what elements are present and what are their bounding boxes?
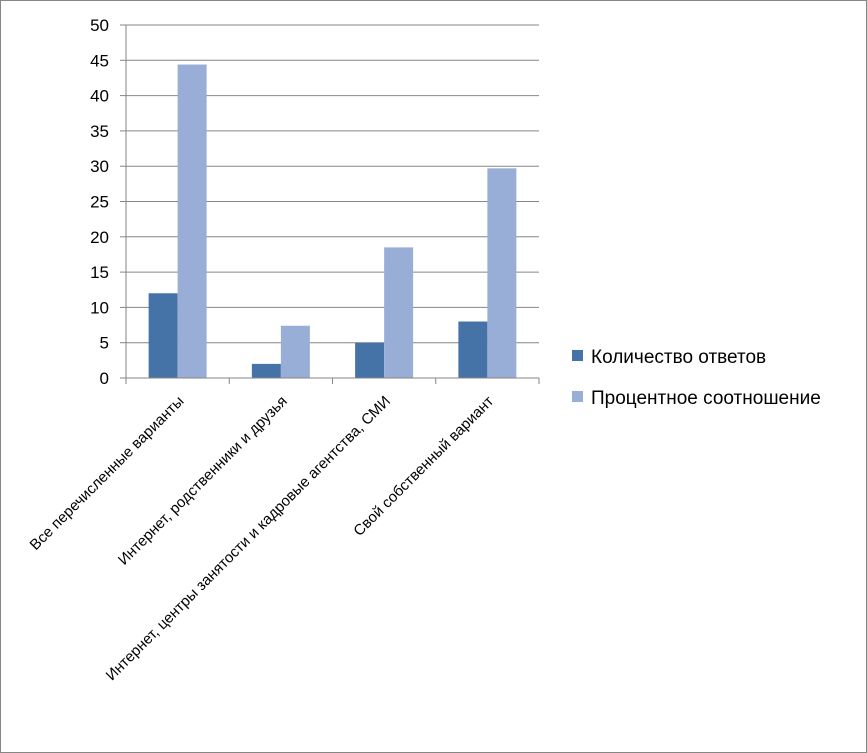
y-tick-label: 45 — [90, 51, 109, 70]
y-tick-label: 10 — [90, 298, 109, 317]
legend-label: Количество ответов — [591, 347, 766, 368]
bar-percent — [177, 64, 207, 378]
y-tick-label: 15 — [90, 263, 109, 282]
legend-swatch — [572, 350, 583, 361]
bars — [148, 64, 517, 378]
y-tick-label: 20 — [90, 228, 109, 247]
y-tick-label: 35 — [90, 122, 109, 141]
axes — [120, 24, 540, 384]
y-tick-label: 40 — [90, 87, 109, 106]
bar-count — [458, 321, 488, 378]
y-tick-label: 0 — [100, 369, 109, 388]
y-tick-label: 30 — [90, 157, 109, 176]
bar-percent — [487, 168, 517, 378]
y-tick-label: 50 — [90, 16, 109, 35]
bar-count — [251, 363, 281, 378]
legend-label: Процентное соотношение — [591, 388, 821, 409]
bar-count — [148, 293, 178, 378]
x-category-label: Интернет, родственники и друзья — [115, 393, 291, 569]
bar-percent — [384, 247, 414, 378]
legend-swatch — [572, 391, 583, 402]
y-tick-label: 25 — [90, 193, 109, 212]
bar-percent — [280, 325, 310, 378]
y-tick-label: 5 — [100, 334, 109, 353]
bar-count — [355, 342, 385, 378]
y-tick-labels: 0 5 10 15 20 25 30 35 40 45 50 — [90, 16, 109, 388]
legend: Количество ответов Процентное соотношение — [572, 347, 821, 409]
